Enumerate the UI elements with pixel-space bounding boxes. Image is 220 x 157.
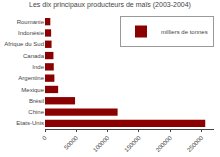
svg-text:200000: 200000 xyxy=(155,134,174,153)
svg-text:Afrique du Sud: Afrique du Sud xyxy=(4,41,44,47)
svg-text:Canada: Canada xyxy=(23,53,45,59)
svg-text:250000: 250000 xyxy=(186,134,205,153)
svg-text:Roumanie: Roumanie xyxy=(17,19,45,25)
svg-text:Indonésie: Indonésie xyxy=(18,30,45,36)
svg-text:Brésil: Brésil xyxy=(29,98,44,104)
svg-text:Chine: Chine xyxy=(28,109,44,115)
svg-text:Argentine: Argentine xyxy=(18,75,44,81)
svg-text:milliers de tonnes: milliers de tonnes xyxy=(161,29,208,35)
svg-text:Inde: Inde xyxy=(32,64,44,70)
svg-text:100000: 100000 xyxy=(92,134,111,153)
svg-text:Etats-Unis: Etats-Unis xyxy=(16,120,44,126)
svg-text:Les dix principaux producteurs: Les dix principaux producteurs de maïs (… xyxy=(29,1,191,9)
svg-text:50000: 50000 xyxy=(63,134,80,151)
svg-text:0: 0 xyxy=(41,134,48,141)
svg-text:Mexique: Mexique xyxy=(21,87,44,93)
svg-text:150000: 150000 xyxy=(123,134,142,153)
